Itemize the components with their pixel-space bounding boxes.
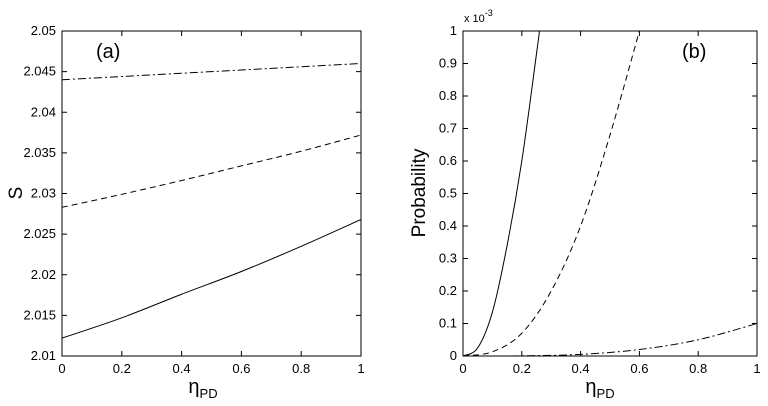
panel-a-x-axis-label-main: η — [188, 376, 199, 398]
panel-b-y-axis-label: Probability — [409, 148, 430, 237]
y-tick-label: 2.015 — [23, 307, 56, 322]
x-tick-label: 1 — [753, 361, 760, 376]
panel-b-curves — [463, 31, 757, 356]
panel-b-axis-multiplier: x 10-3 — [464, 8, 493, 25]
panel-a: 0 0.2 0.4 0.6 0.8 1 2.012.0152.022.0252.032.0… — [6, 23, 365, 401]
y-tick-label: 2.045 — [23, 64, 56, 79]
dashed-series-line — [463, 31, 640, 356]
x-tick-label: 0.6 — [630, 361, 648, 376]
dashdot-series-line — [62, 63, 361, 81]
y-tick-label: 0.4 — [439, 218, 457, 233]
panel-a-x-ticks: 0 0.2 0.4 0.6 0.8 1 — [58, 31, 365, 376]
panel-b-axis-multiplier-base: x 10 — [464, 13, 485, 25]
dashed-series-line — [62, 134, 361, 208]
x-tick-label: 0.4 — [173, 361, 191, 376]
y-tick-label: 0 — [450, 348, 457, 363]
y-tick-label: 0.2 — [439, 283, 457, 298]
panel-a-y-ticks: 2.01 2.015 2.02 2.025 2.03 2.035 2.04 2.045 2.05 — [23, 23, 361, 363]
y-tick-label: 0.3 — [439, 251, 457, 266]
x-tick-label: 0.8 — [689, 361, 707, 376]
solid-series-line — [463, 31, 540, 356]
panel-b-x-axis-label-main: η — [585, 376, 596, 398]
y-tick-label: 1 — [450, 23, 457, 38]
y-tick-label: 2.025 — [23, 226, 56, 241]
panel-b-label: (b) — [682, 41, 706, 63]
panel-a-label: (a) — [96, 41, 120, 63]
x-tick-label: 1 — [357, 361, 364, 376]
x-tick-label: 0.2 — [513, 361, 531, 376]
y-tick-label: 0.6 — [439, 153, 457, 168]
panel-b-x-axis-label-sub: PD — [597, 386, 615, 401]
panel-a-curves — [62, 63, 361, 339]
dashdot-series-line — [463, 323, 757, 356]
x-tick-label: 0 — [58, 361, 65, 376]
panel-a-x-axis-label-sub: PD — [200, 386, 218, 401]
y-tick-label: 0.5 — [439, 186, 457, 201]
y-tick-label: 2.01 — [31, 348, 56, 363]
x-tick-label: 0.2 — [113, 361, 131, 376]
solid-series-line — [62, 219, 361, 339]
y-tick-label: 2.02 — [31, 267, 56, 282]
y-tick-label: 2.035 — [23, 145, 56, 160]
x-tick-label: 0 — [459, 361, 466, 376]
panel-a-y-axis-label: S — [6, 187, 27, 200]
y-tick-label: 2.03 — [31, 186, 56, 201]
y-tick-label: 0.8 — [439, 88, 457, 103]
y-tick-label: 0.1 — [439, 316, 457, 331]
y-tick-label: 2.05 — [31, 23, 56, 38]
y-tick-label: 2.04 — [31, 104, 56, 119]
panel-b-axis-multiplier-exponent: -3 — [485, 8, 493, 18]
panel-a-plot-frame — [61, 30, 362, 357]
x-tick-label: 0.8 — [292, 361, 310, 376]
x-tick-label: 0.6 — [232, 361, 250, 376]
panel-b-y-ticks: 0 0.1 0.2 0.3 0.4 0.5 0.6 0.7 0.8 0.9 1 — [439, 23, 757, 363]
y-tick-label: 0.9 — [439, 56, 457, 71]
panel-b: 0 0.2 0.4 0.6 0.8 1 0 0.1 0.2 0.3 0.4 0.5 0.6 0.7 0.8… — [409, 8, 761, 401]
panel-b-plot-frame — [462, 30, 758, 357]
y-tick-label: 0.7 — [439, 121, 457, 136]
panel-b-x-axis-label: ηPD — [585, 376, 614, 401]
x-tick-label: 0.4 — [572, 361, 590, 376]
panel-b-x-ticks: 0 0.2 0.4 0.6 0.8 1 — [459, 31, 761, 376]
panel-a-x-axis-label: ηPD — [188, 376, 217, 401]
